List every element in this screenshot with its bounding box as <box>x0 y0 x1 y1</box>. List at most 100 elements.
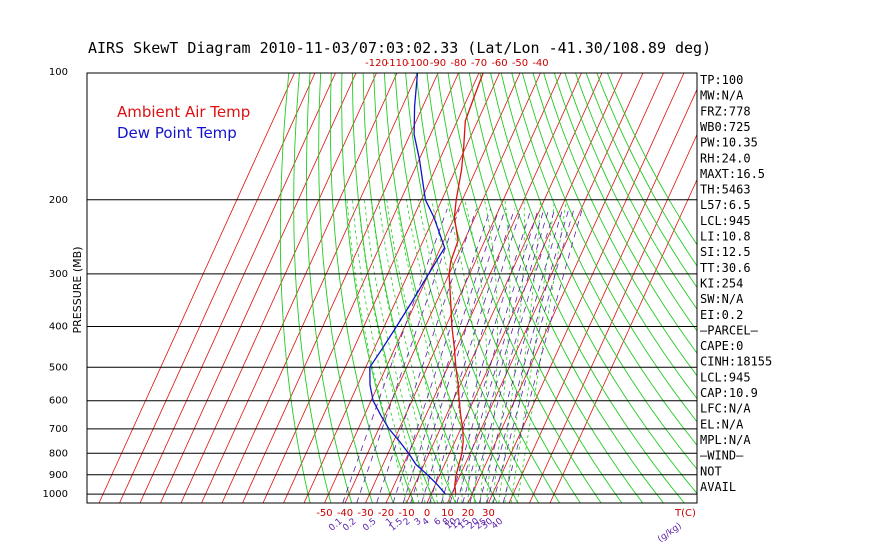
dry-adiabat-line <box>553 73 697 354</box>
dry-adiabat-line <box>437 73 602 503</box>
pressure-tick-label: 200 <box>49 195 68 206</box>
legend-dew-point-temp: Dew Point Temp <box>117 124 237 142</box>
top-temperature-tick-label: -60 <box>491 58 507 69</box>
sounding-profiles <box>369 73 484 495</box>
dry-adiabat-line <box>318 73 373 503</box>
moist-adiabat-line <box>464 199 488 503</box>
dry-adiabat-line <box>490 73 697 495</box>
top-temperature-tick-label: -70 <box>471 58 487 69</box>
moist-adiabat-line <box>357 199 420 503</box>
dewpoint-profile <box>369 73 446 495</box>
mixing-ratio-tick-label: 0.5 <box>361 517 378 534</box>
mixing-ratio-tick-label: 3 <box>413 517 424 528</box>
mixing-ratio-line <box>469 208 556 503</box>
moist-adiabat-line <box>378 199 438 503</box>
isotherm-line <box>365 73 562 503</box>
stat-entry: TP:100 <box>700 73 743 87</box>
isotherm-line <box>508 88 697 503</box>
isotherm-line <box>180 73 377 503</box>
temperature-profile <box>448 73 484 495</box>
dry-adiabat-line <box>564 73 697 332</box>
mixing-ratio-line <box>492 208 575 503</box>
dry-adiabat-line <box>532 73 697 400</box>
dry-adiabat-line <box>585 73 697 289</box>
stat-entry: TT:30.6 <box>700 261 751 275</box>
isotherm-line <box>344 73 541 503</box>
pressure-tick-label: 400 <box>49 322 68 333</box>
moist-adiabat-line <box>504 199 541 503</box>
moist-adiabat-line <box>431 199 470 503</box>
moist-adiabat-line <box>386 199 444 503</box>
stat-entry: LCL:945 <box>700 370 751 384</box>
pressure-tick-label: 900 <box>49 470 68 481</box>
mixing-ratio-line <box>441 208 532 503</box>
stat-entry: TH:5463 <box>700 183 751 197</box>
isotherm-line <box>262 73 459 503</box>
isotherm-line <box>324 73 521 503</box>
pressure-tick-label: 100 <box>49 67 68 78</box>
moist-adiabat-line <box>352 199 413 503</box>
stat-entry: AVAIL <box>700 480 736 494</box>
dry-adiabat-line <box>306 73 353 503</box>
bottom-temperature-tick-label: 0 <box>424 508 430 519</box>
pressure-tick-label: 700 <box>49 424 68 435</box>
isotherm-line <box>98 73 295 503</box>
pressure-tick-label: 600 <box>49 396 68 407</box>
bottom-temperature-tick-label: -30 <box>357 508 373 519</box>
mixing-ratio-line <box>342 208 448 503</box>
isotherm-line <box>303 73 500 503</box>
isobar-lines <box>87 72 697 495</box>
top-temperature-tick-label: -120 <box>365 58 388 69</box>
dry-adiabat-line <box>279 73 311 503</box>
stat-entry: –WIND– <box>700 449 744 463</box>
mixing-ratio-line <box>479 208 564 503</box>
stat-entry: SW:N/A <box>700 292 744 306</box>
y-axis-label: PRESSURE (MB) <box>71 247 84 334</box>
bottom-temperature-tick-label: -40 <box>337 508 353 519</box>
chart-title: AIRS SkewT Diagram 2010-11-03/07:03:02.3… <box>88 39 711 57</box>
isotherm-line <box>139 73 336 503</box>
plot-frame <box>86 72 698 504</box>
isotherm-line <box>201 73 398 503</box>
dry-adiabat-line <box>468 73 664 503</box>
stat-entry: MPL:N/A <box>700 433 751 447</box>
top-temperature-tick-label: -90 <box>430 58 446 69</box>
stat-entry: NOT <box>700 464 722 478</box>
isotherm-line <box>529 133 697 503</box>
mixing-ratio-line <box>356 208 460 503</box>
stat-entry: LFC:N/A <box>700 402 751 416</box>
pressure-tick-label: 1000 <box>43 489 68 500</box>
mixing-ratio-line <box>449 208 539 503</box>
mixing-ratio-tick-label: 1 <box>384 517 395 528</box>
mixing-ratio-line <box>402 208 500 503</box>
stat-entry: MW:N/A <box>700 89 744 103</box>
moist-adiabat-line <box>364 199 426 503</box>
dry-adiabat-line <box>575 73 697 310</box>
stat-entry: LI:10.8 <box>700 230 751 244</box>
stat-entry: FRZ:778 <box>700 104 751 118</box>
mixing-ratio-line <box>456 208 545 503</box>
isotherm-line <box>447 73 644 503</box>
pressure-tick-label: 800 <box>49 448 68 459</box>
top-temperature-tick-label: -50 <box>512 58 528 69</box>
moist-adiabat-line <box>370 199 432 503</box>
mixing-ratio-tick-label: 4 <box>421 516 432 528</box>
dry-adiabat-line <box>373 73 477 503</box>
mixing-ratio-tick-label: 6 <box>433 516 444 528</box>
isotherm-line <box>221 73 418 503</box>
stat-entry: RH:24.0 <box>700 151 751 165</box>
mixing-ratio-line <box>462 208 550 503</box>
moist-adiabat-line <box>346 199 407 503</box>
top-temperature-tick-label: -110 <box>386 58 409 69</box>
stat-entry: KI:254 <box>700 277 743 291</box>
moist-adiabat-line <box>516 199 567 503</box>
bottom-temperature-tick-label: -10 <box>398 508 414 519</box>
mixing-ratio-line <box>429 208 522 503</box>
moist-adiabat-line <box>417 199 463 503</box>
stat-entry: –PARCEL– <box>700 323 759 337</box>
dry-adiabat-line <box>543 73 697 377</box>
moist-adiabat-line <box>395 199 450 503</box>
moist-adiabat-line <box>484 199 498 503</box>
